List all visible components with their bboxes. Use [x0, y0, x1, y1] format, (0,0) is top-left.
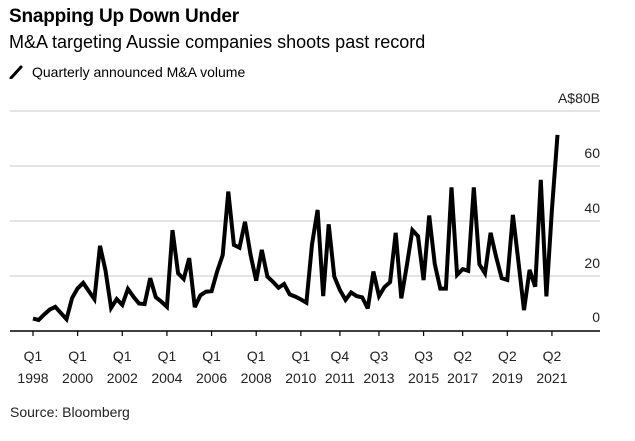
chart-subtitle: M&A targeting Aussie companies shoots pa…: [9, 32, 426, 52]
y-tick-label: A$80B: [558, 90, 600, 106]
x-tick-label-quarter: Q1: [291, 348, 310, 364]
y-tick-label: 20: [584, 255, 600, 271]
x-tick-label-year: 2015: [408, 370, 439, 386]
x-tick-label-year: 2017: [447, 370, 478, 386]
x-tick-label-year: 2002: [107, 370, 138, 386]
x-tick-label-year: 2004: [151, 370, 182, 386]
x-tick-label-year: 1998: [17, 370, 48, 386]
x-tick-label-quarter: Q1: [158, 348, 177, 364]
x-tick-label-quarter: Q2: [498, 348, 517, 364]
legend-label: Quarterly announced M&A volume: [32, 64, 246, 80]
x-tick-label-quarter: Q4: [331, 348, 350, 364]
x-tick-label-quarter: Q2: [453, 348, 472, 364]
x-tick-label-quarter: Q1: [68, 348, 87, 364]
x-tick-label-year: 2000: [62, 370, 93, 386]
x-tick-label-quarter: Q1: [247, 348, 266, 364]
x-axis-ticks: Q1 1998 Q1 2000 Q1 2002 Q1 2004 Q1 2006 Q1 2008 Q1 20…: [17, 331, 568, 386]
y-tick-label: 40: [584, 200, 600, 216]
x-tick-label-year: 2019: [492, 370, 523, 386]
x-tick-label-quarter: Q1: [113, 348, 132, 364]
x-tick-label-year: 2008: [241, 370, 272, 386]
x-tick-label-year: 2011: [325, 370, 355, 386]
source-note: Source: Bloomberg: [10, 404, 130, 420]
y-tick-label: 0: [592, 309, 600, 325]
x-tick-label-quarter: Q3: [370, 348, 389, 364]
series-line: [32, 134, 560, 324]
x-tick-label-quarter: Q1: [24, 348, 43, 364]
y-axis-labels: 0 20 40 60 A$80B: [558, 90, 600, 325]
series-layer: [32, 134, 560, 324]
x-tick-label-quarter: Q2: [543, 348, 562, 364]
x-tick-label-quarter: Q1: [202, 348, 221, 364]
x-tick-label-quarter: Q3: [414, 348, 433, 364]
legend: Quarterly announced M&A volume: [9, 64, 245, 80]
y-tick-label: 60: [584, 145, 600, 161]
legend-line-icon: [9, 65, 23, 79]
chart-title: Snapping Up Down Under: [9, 6, 239, 27]
x-tick-label-year: 2021: [536, 370, 567, 386]
x-tick-label-year: 2013: [363, 370, 394, 386]
x-tick-label-year: 2006: [196, 370, 227, 386]
x-tick-label-year: 2010: [285, 370, 316, 386]
